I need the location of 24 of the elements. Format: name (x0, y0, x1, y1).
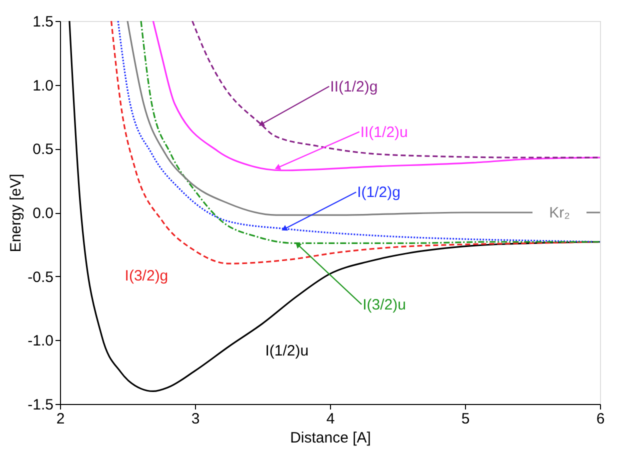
x-axis-title: Distance [A] (290, 430, 371, 446)
line-series (68, 21, 600, 392)
x-tick-label: 6 (596, 410, 605, 428)
y-tick-label: 0.0 (32, 205, 54, 222)
annotation: I(1/2)g (357, 184, 400, 202)
x-tick-label: 2 (56, 410, 65, 428)
annotation: I(3/2)g (124, 268, 168, 285)
y-axis-title: Energy [eV] (8, 174, 25, 252)
y-tick-label: 1.5 (32, 14, 54, 30)
y-tick-label: -1.5 (28, 396, 54, 414)
annotation: Kr₂ (549, 204, 570, 222)
x-tick-label: 4 (326, 410, 335, 428)
y-tick-label: -1.0 (28, 332, 54, 350)
line-series (152, 21, 600, 172)
annotation: II(1/2)u (360, 124, 408, 141)
line-series (192, 21, 600, 158)
annotation: II(1/2)g (330, 78, 378, 96)
annotation: I(3/2)u (362, 296, 406, 314)
y-tick-label: 1.0 (32, 77, 54, 94)
y-tick-label: -0.5 (28, 268, 54, 286)
annotation: I(1/2)u (265, 342, 309, 360)
y-tick-label: 0.5 (32, 141, 54, 158)
x-tick-label: 3 (191, 410, 200, 428)
x-tick-label: 5 (461, 410, 470, 428)
